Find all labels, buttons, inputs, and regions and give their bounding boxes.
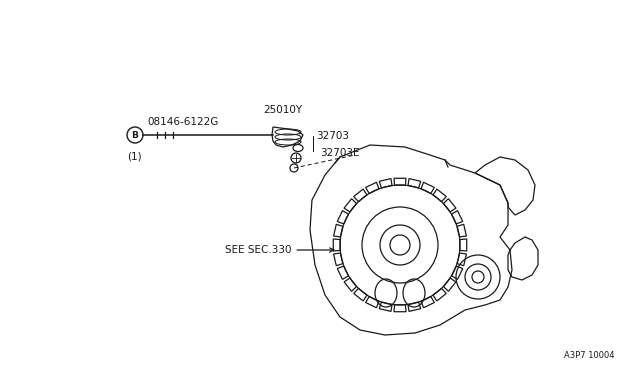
Text: B: B [132,131,138,140]
Text: 32703E: 32703E [320,148,360,158]
Text: A3P7 10004: A3P7 10004 [564,351,615,360]
Text: 32703: 32703 [316,131,349,141]
Text: SEE SEC.330: SEE SEC.330 [225,245,334,255]
Text: (1): (1) [127,151,141,161]
Text: 25010Y: 25010Y [264,105,303,115]
Text: 08146-6122G: 08146-6122G [147,117,218,127]
